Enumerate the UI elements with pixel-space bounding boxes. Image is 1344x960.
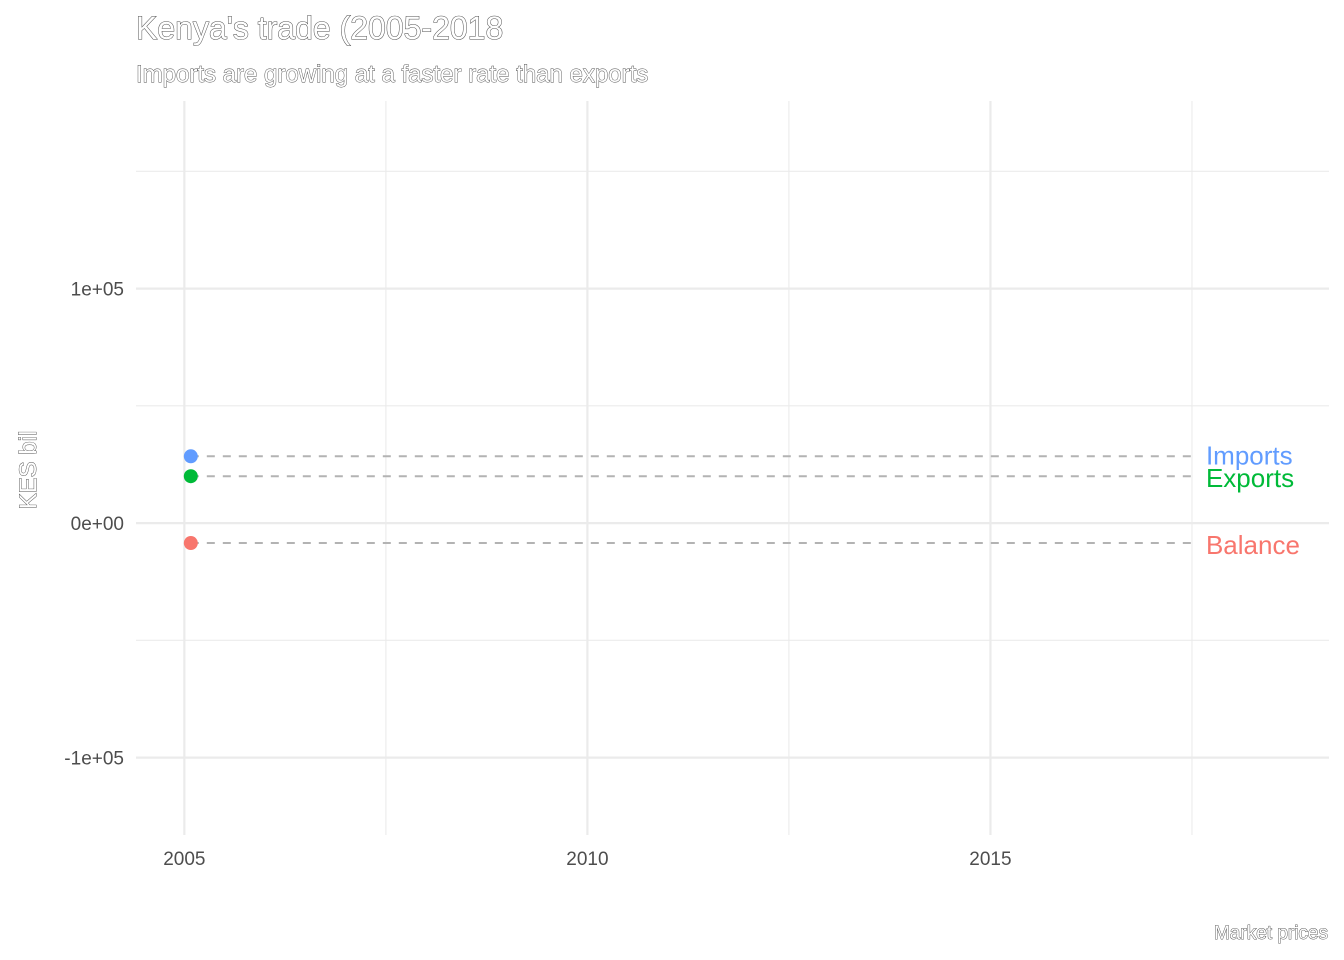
data-point-balance [183,536,198,551]
grid [136,101,1329,835]
chart-subtitle: Imports are growing at a faster rate tha… [136,61,648,88]
y-tick-label: -1e+05 [64,749,124,770]
y-tick-label: 0e+00 [71,514,124,535]
x-tick-label: 2010 [566,849,608,870]
chart-title: Kenya's trade (2005-2018 [136,10,503,46]
series-label-exports: Exports [1206,463,1294,493]
x-tick-label: 2005 [163,849,205,870]
y-axis-title: KES bil [15,431,42,510]
chart-caption: Market prices [1214,923,1328,944]
axis-labels: -1e+05 0e+00 1e+05 2005 2010 2015 [64,280,1011,870]
data-point-exports [183,469,198,484]
data-point-imports [183,449,198,464]
x-tick-label: 2015 [969,849,1011,870]
series-label-balance: Balance [1206,530,1300,560]
series-label-imports: Imports [1206,440,1293,470]
y-tick-label: 1e+05 [71,280,124,301]
